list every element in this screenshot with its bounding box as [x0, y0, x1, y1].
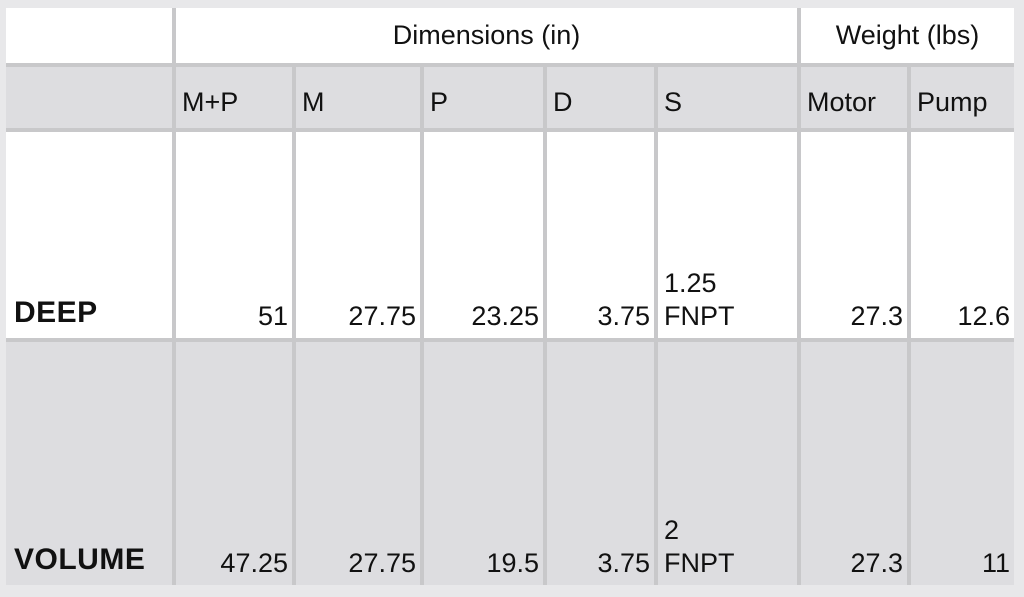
data-cell-text: 27.75 — [348, 301, 416, 331]
data-cell: 3.75 — [547, 132, 654, 338]
column-header: D — [547, 67, 654, 128]
data-cell: 51 — [176, 132, 292, 338]
column-header-text: D — [553, 87, 573, 117]
data-cell-text: 3.75 — [597, 301, 650, 331]
row-label: DEEP — [6, 132, 172, 338]
data-cell: 27.3 — [801, 132, 907, 338]
data-cell-text: 51 — [257, 301, 288, 331]
data-cell: 2 FNPT — [658, 342, 797, 585]
column-header-text: M+P — [182, 87, 239, 117]
data-cell: 19.5 — [424, 342, 543, 585]
column-header: S — [658, 67, 797, 128]
data-cell-text: 47.25 — [220, 548, 288, 578]
data-cell-text: 2 FNPT — [664, 515, 735, 578]
data-cell-text: 11 — [981, 548, 1010, 578]
table: Dimensions (in) Weight (lbs) M+P M P D S Motor P… — [6, 8, 1014, 585]
blank-header — [6, 8, 172, 63]
column-header: Motor — [801, 67, 907, 128]
column-header: M — [296, 67, 420, 128]
row-label-text: DEEP — [14, 296, 98, 329]
group-header-text: Weight (lbs) — [835, 20, 980, 50]
row-label-text: VOLUME — [14, 543, 146, 576]
column-header-text: M — [302, 87, 325, 117]
data-cell: 1.25 FNPT — [658, 132, 797, 338]
data-cell-text: 19.5 — [486, 548, 539, 578]
group-header: Weight (lbs) — [801, 8, 1014, 63]
column-header: M+P — [176, 67, 292, 128]
data-cell: 47.25 — [176, 342, 292, 585]
column-header: Pump — [911, 67, 1014, 128]
data-cell: 12.6 — [911, 132, 1014, 338]
data-cell: 27.75 — [296, 132, 420, 338]
column-header-text: Pump — [917, 87, 988, 117]
data-cell: 27.3 — [801, 342, 907, 585]
column-header-text: Motor — [807, 87, 877, 117]
data-cell-text: 27.75 — [348, 548, 416, 578]
row-label: VOLUME — [6, 342, 172, 585]
data-cell-text: 12.6 — [957, 301, 1010, 331]
data-cell-text: 27.3 — [850, 301, 903, 331]
column-header-text: P — [430, 87, 449, 117]
column-header-text: S — [664, 87, 683, 117]
group-header: Dimensions (in) — [176, 8, 797, 63]
data-cell-text: 3.75 — [597, 548, 650, 578]
data-cell: 23.25 — [424, 132, 543, 338]
blank-header — [6, 67, 172, 128]
data-cell: 11 — [911, 342, 1014, 585]
data-cell-text: 23.25 — [471, 301, 539, 331]
data-cell: 27.75 — [296, 342, 420, 585]
column-header: P — [424, 67, 543, 128]
data-cell-text: 1.25 FNPT — [664, 268, 735, 331]
data-cell: 3.75 — [547, 342, 654, 585]
group-header-text: Dimensions (in) — [392, 20, 581, 50]
data-cell-text: 27.3 — [850, 548, 903, 578]
